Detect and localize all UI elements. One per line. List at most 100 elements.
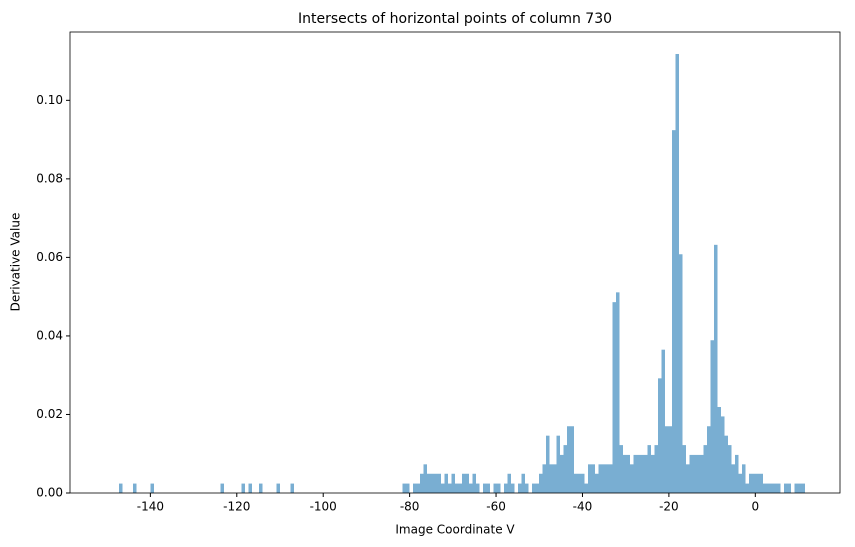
bar [728,445,732,493]
bar [290,483,294,493]
bar [623,454,627,493]
bar [714,244,718,493]
bar [703,445,707,493]
bar [745,483,749,493]
bar [689,454,693,493]
bar [469,483,473,493]
bar [423,464,427,493]
y-tick-label: 0.06 [36,250,63,264]
bar [535,483,539,493]
bar [668,426,672,493]
bar [721,416,725,493]
x-tick-label: 0 [751,500,759,514]
bar [759,473,763,493]
bar [756,473,760,493]
bar [661,349,665,493]
bar [619,445,623,493]
bar [574,473,578,493]
bar [591,464,595,493]
bar [493,483,497,493]
x-tick-label: -80 [400,500,420,514]
bar [724,435,728,493]
bar [630,464,634,493]
bar [549,464,553,493]
bar [766,483,770,493]
bar [654,445,658,493]
bar [693,454,697,493]
y-tick-label: 0.04 [36,328,63,342]
x-tick-label: -40 [573,500,593,514]
bar [511,483,515,493]
bar [777,483,781,493]
bar [763,483,767,493]
x-tick-label: -60 [486,500,506,514]
bar [735,454,739,493]
bar [525,483,529,493]
bar [241,483,245,493]
x-tick-label: -120 [223,500,250,514]
bar [532,483,536,493]
bar [437,473,441,493]
bar [773,483,777,493]
bar [259,483,263,493]
bar [462,473,466,493]
bar [465,473,469,493]
bar [640,454,644,493]
bar [665,426,669,493]
x-axis-label: Image Coordinate V [395,523,515,537]
bar [647,445,651,493]
bar [801,483,805,493]
y-axis-label: Derivative Value [9,213,23,312]
bar [584,483,588,493]
bar [420,473,424,493]
x-tick-label: -140 [137,500,164,514]
bar [504,483,508,493]
bar [598,464,602,493]
y-tick-label: 0.00 [36,486,63,500]
bar [626,454,630,493]
bar [455,483,459,493]
x-tick-label: -20 [659,500,679,514]
bar [787,483,791,493]
bar [794,483,798,493]
bar [602,464,606,493]
bar [542,464,546,493]
bar [444,473,448,493]
bar [612,302,616,493]
bar [605,464,609,493]
bar [637,454,641,493]
bar [707,426,711,493]
bar [507,473,511,493]
bar [616,292,620,493]
bar [546,435,550,493]
bar [658,378,662,493]
bar [560,454,564,493]
bar [696,454,700,493]
bar [679,254,683,493]
bar [644,454,648,493]
bar [686,464,690,493]
bar [220,483,224,493]
bar [609,464,613,493]
bar [448,483,452,493]
x-tick-label: -100 [310,500,337,514]
bar [567,426,571,493]
bar [633,454,637,493]
bar [595,473,599,493]
bar [430,473,434,493]
bar [784,483,788,493]
bar [553,464,557,493]
bar [483,483,487,493]
bar [133,483,137,493]
bar [651,454,655,493]
bar [413,483,417,493]
bar [742,464,746,493]
bar [416,483,420,493]
bar [738,473,742,493]
plot-frame [69,31,841,494]
bar [710,340,714,493]
bar [770,483,774,493]
bar [581,473,585,493]
bar [798,483,802,493]
